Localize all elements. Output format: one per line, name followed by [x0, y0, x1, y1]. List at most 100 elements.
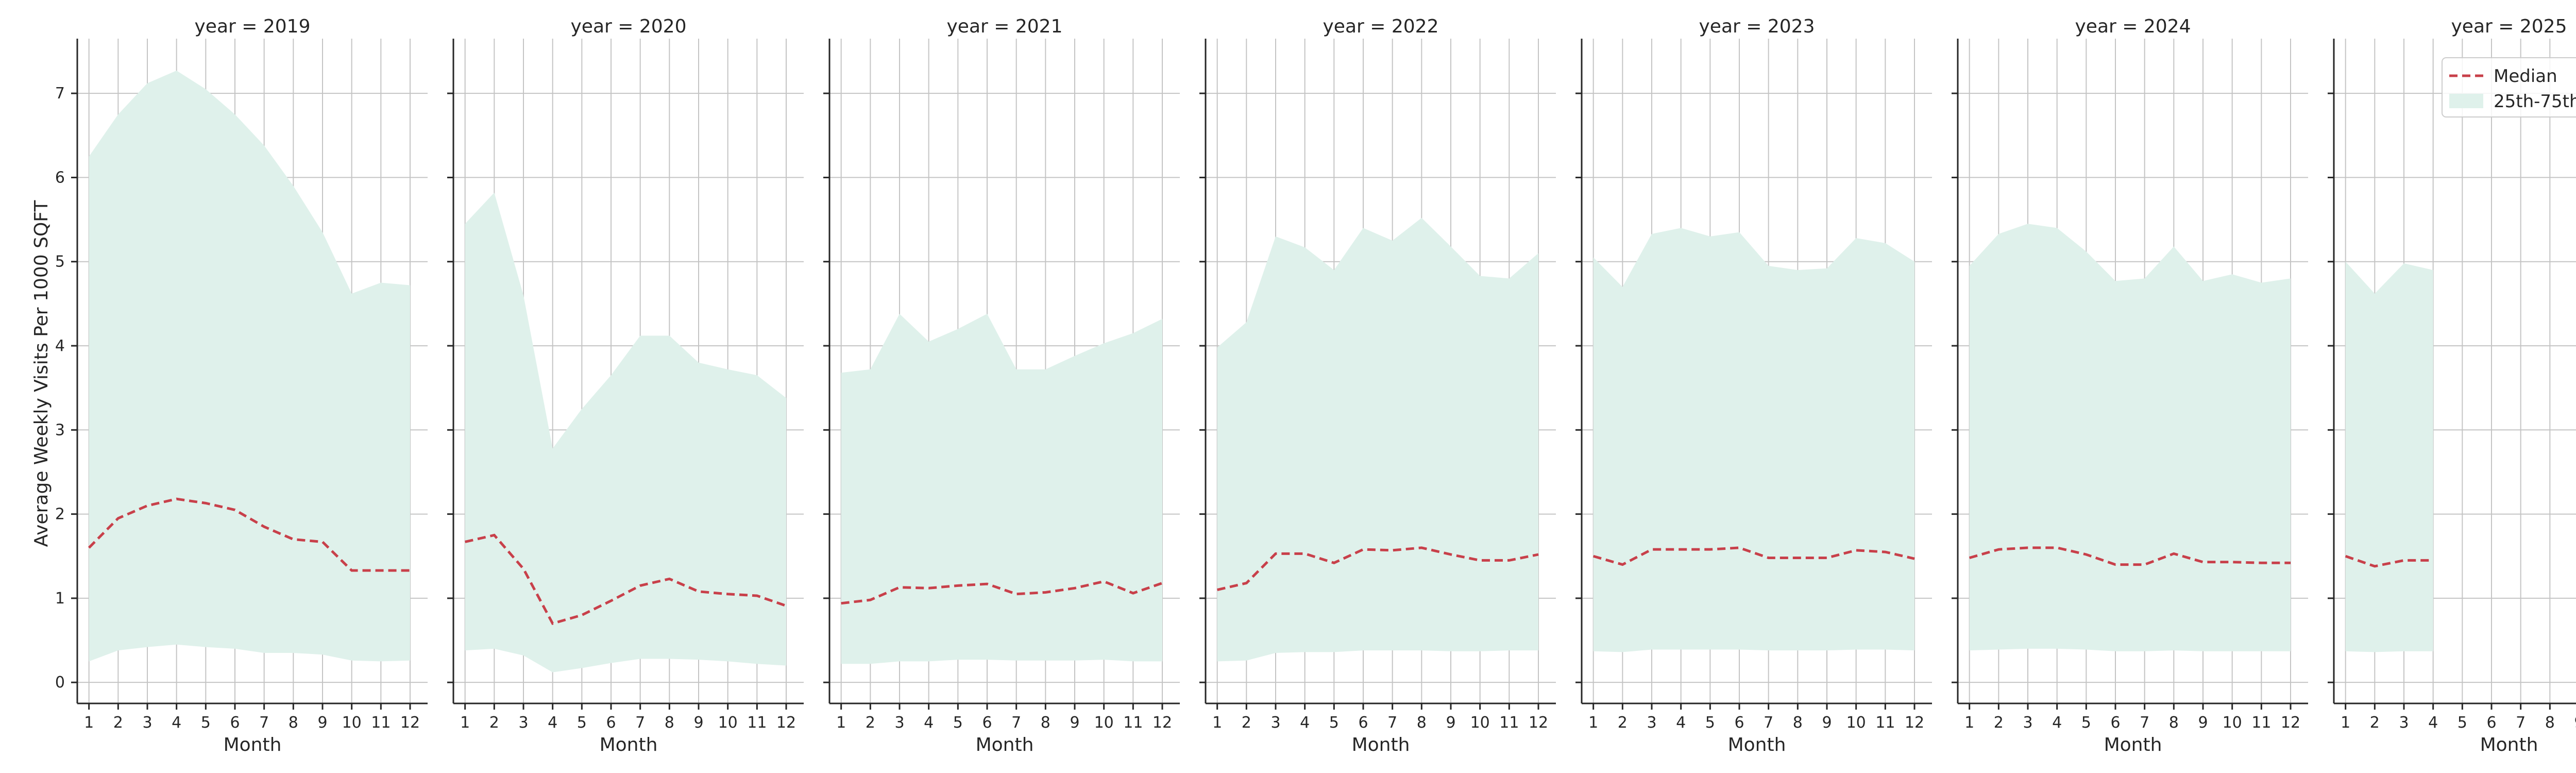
percentile-band [1217, 217, 1538, 662]
x-tick-label: 6 [1358, 714, 1368, 732]
x-tick-label: 9 [2574, 714, 2576, 732]
y-tick-label: 3 [55, 421, 65, 439]
x-tick-label: 12 [2281, 714, 2300, 732]
x-axis-label: Month [224, 734, 282, 755]
x-tick-label: 8 [1417, 714, 1427, 732]
x-tick-label: 6 [230, 714, 240, 732]
x-tick-label: 11 [1123, 714, 1143, 732]
x-tick-label: 3 [1647, 714, 1656, 732]
x-tick-label: 5 [577, 714, 587, 732]
x-tick-label: 4 [2428, 714, 2438, 732]
y-tick-label: 7 [55, 85, 65, 103]
percentile-band [2345, 261, 2433, 652]
x-tick-label: 6 [1734, 714, 1744, 732]
x-tick-label: 11 [1499, 714, 1519, 732]
x-tick-label: 8 [1041, 714, 1050, 732]
x-tick-label: 9 [1822, 714, 1832, 732]
x-tick-label: 11 [2251, 714, 2271, 732]
x-tick-label: 2 [1994, 714, 2004, 732]
x-tick-label: 4 [1676, 714, 1686, 732]
x-tick-label: 3 [2023, 714, 2032, 732]
x-tick-label: 2 [866, 714, 875, 732]
y-tick-label: 1 [55, 590, 65, 608]
legend-band-swatch [2449, 94, 2483, 108]
y-tick-label: 5 [55, 253, 65, 271]
x-tick-label: 9 [2198, 714, 2208, 732]
x-tick-label: 7 [2516, 714, 2526, 732]
x-tick-label: 2 [2370, 714, 2380, 732]
x-tick-label: 10 [1846, 714, 1866, 732]
median-line [1217, 546, 1539, 591]
x-tick-label: 1 [84, 714, 94, 732]
x-tick-label: 10 [1470, 714, 1490, 732]
x-axis-label: Month [976, 734, 1034, 755]
x-tick-label: 5 [1705, 714, 1715, 732]
x-tick-label: 3 [2399, 714, 2409, 732]
x-tick-label: 7 [2140, 714, 2149, 732]
x-tick-label: 7 [1011, 714, 1021, 732]
median-line [1969, 546, 2291, 566]
x-tick-label: 4 [548, 714, 557, 732]
x-tick-label: 10 [2223, 714, 2242, 732]
x-tick-label: 9 [317, 714, 327, 732]
percentile-band [1593, 228, 1914, 652]
x-tick-label: 1 [460, 714, 470, 732]
y-tick-label: 6 [55, 169, 65, 187]
x-tick-label: 5 [1329, 714, 1339, 732]
x-tick-label: 12 [1153, 714, 1172, 732]
x-tick-label: 12 [776, 714, 796, 732]
x-tick-label: 5 [953, 714, 963, 732]
x-tick-label: 5 [2458, 714, 2467, 732]
x-tick-label: 10 [1094, 714, 1114, 732]
percentile-band [89, 71, 410, 662]
x-tick-label: 12 [400, 714, 420, 732]
x-tick-label: 3 [142, 714, 152, 732]
x-tick-label: 9 [693, 714, 703, 732]
x-tick-label: 6 [982, 714, 992, 732]
x-tick-label: 11 [371, 714, 391, 732]
x-tick-label: 6 [2110, 714, 2120, 732]
x-tick-label: 2 [1242, 714, 1251, 732]
median-line [1592, 546, 1915, 566]
panel-title: year = 2025 [2451, 16, 2567, 37]
x-tick-label: 10 [342, 714, 362, 732]
legend-median-label: Median [2494, 66, 2557, 87]
x-tick-label: 8 [289, 714, 298, 732]
x-tick-label: 3 [894, 714, 904, 732]
y-tick-label: 4 [55, 337, 65, 355]
x-tick-label: 8 [2545, 714, 2555, 732]
x-tick-label: 2 [489, 714, 499, 732]
percentile-band [841, 313, 1162, 664]
median-line [465, 533, 787, 625]
x-tick-label: 11 [747, 714, 767, 732]
x-tick-label: 1 [1588, 714, 1598, 732]
x-axis-label: Month [1728, 734, 1786, 755]
x-tick-label: 8 [2169, 714, 2179, 732]
x-tick-label: 4 [2052, 714, 2062, 732]
x-tick-label: 3 [1270, 714, 1280, 732]
x-tick-label: 4 [172, 714, 181, 732]
x-tick-label: 1 [1964, 714, 1974, 732]
median-line [841, 580, 1163, 605]
x-tick-label: 5 [201, 714, 211, 732]
x-tick-label: 2 [1618, 714, 1628, 732]
x-tick-label: 9 [1070, 714, 1079, 732]
x-tick-label: 1 [2341, 714, 2350, 732]
x-axis-label: Month [2480, 734, 2538, 755]
legend: Median 25th-75th Percentile [2442, 57, 2576, 117]
x-tick-label: 9 [1446, 714, 1455, 732]
panel-title: year = 2024 [2075, 16, 2191, 37]
median-line [2345, 554, 2433, 568]
x-tick-label: 7 [1764, 714, 1773, 732]
x-tick-label: 10 [718, 714, 738, 732]
x-tick-label: 12 [1529, 714, 1548, 732]
percentile-band [465, 192, 786, 673]
x-tick-label: 7 [1387, 714, 1397, 732]
